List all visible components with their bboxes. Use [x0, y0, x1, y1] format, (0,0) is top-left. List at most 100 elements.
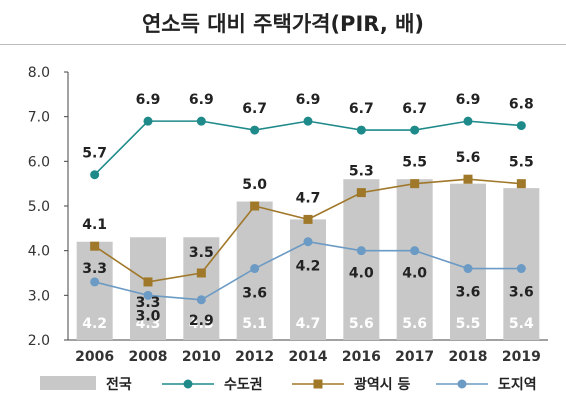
bar: [450, 183, 486, 340]
line-marker: [143, 290, 153, 300]
y-tick-label: 7.0: [28, 110, 50, 126]
bar-data-label: 5.1: [242, 316, 267, 332]
line-marker: [250, 125, 260, 135]
line-marker: [90, 277, 100, 287]
line-data-label: 3.0: [136, 308, 161, 324]
x-tick-label: 2018: [449, 349, 488, 365]
line-data-label: 3.3: [82, 261, 107, 277]
x-tick-label: 2014: [289, 349, 328, 365]
line-marker: [250, 201, 260, 211]
line-marker: [143, 277, 153, 287]
bar-data-label: 5.5: [456, 316, 481, 332]
line-marker: [196, 268, 206, 278]
line-data-label: 3.5: [189, 245, 214, 261]
line-marker: [356, 125, 366, 135]
legend-label: 수도권: [224, 377, 263, 393]
line-marker: [303, 214, 313, 224]
y-tick-label: 5.0: [28, 199, 50, 215]
x-tick-label: 2006: [75, 349, 114, 365]
y-tick-label: 2.0: [28, 333, 50, 349]
legend-label: 전국: [106, 376, 132, 393]
x-tick-label: 2016: [342, 349, 381, 365]
data-labels-layer: 4.2 4.3 4.3 5.1 4.7 5.6 5.6 5.5 5.4 5.7 6.9 6.9 6.7 6…: [82, 92, 534, 332]
line-data-label: 6.7: [242, 101, 267, 117]
y-tick-label: 3.0: [28, 288, 50, 304]
line-marker: [410, 246, 420, 256]
line-data-label: 5.5: [402, 155, 427, 171]
bar-data-label: 4.3: [189, 316, 214, 332]
line-marker: [90, 241, 100, 251]
line-marker: [143, 116, 153, 126]
legend-label: 광역시 등: [354, 376, 411, 393]
line-data-label: 6.8: [509, 97, 534, 113]
line-data-label: 6.7: [402, 101, 427, 117]
y-tick-label: 6.0: [28, 154, 50, 170]
line-marker: [410, 179, 420, 189]
y-tick-label: 8.0: [28, 65, 50, 81]
line-data-label: 5.7: [82, 146, 107, 162]
bar-data-label: 4.3: [136, 316, 161, 332]
x-tick-label: 2010: [182, 349, 221, 365]
bar: [76, 241, 113, 340]
line-data-label: 2.9: [189, 313, 214, 329]
lines-layer: [90, 116, 526, 305]
line-marker: [250, 264, 260, 274]
bar-data-label: 5.4: [509, 316, 534, 332]
line-marker: [90, 170, 100, 180]
y-tick-label: 4.0: [28, 244, 50, 260]
line-marker: [196, 116, 206, 126]
legend: 전국 수도권 광역시 등 도지역: [40, 376, 537, 393]
line-data-label: 3.6: [509, 285, 534, 301]
bar: [343, 179, 380, 340]
line-data-label: 5.6: [456, 150, 481, 166]
x-tick-label: 2019: [502, 349, 541, 365]
line-data-label: 6.9: [136, 92, 161, 108]
line-marker: [463, 174, 473, 184]
chart-title-bar: 연소득 대비 주택가격(PIR, 배): [0, 0, 566, 45]
line-data-label: 6.9: [296, 92, 321, 108]
bar-data-label: 5.6: [402, 316, 427, 332]
line-marker: [463, 264, 473, 274]
line-data-label: 4.7: [296, 190, 321, 206]
bar-data-label: 4.2: [82, 316, 107, 332]
line-data-label: 3.3: [136, 295, 161, 311]
x-tick-label: 2017: [395, 349, 434, 365]
legend-marker: [457, 379, 467, 389]
line-data-label: 3.6: [242, 286, 267, 302]
x-tick-label: 2012: [235, 349, 274, 365]
line-data-label: 6.7: [349, 101, 374, 117]
line-data-label: 6.9: [189, 92, 214, 108]
bar-data-label: 4.7: [296, 316, 321, 332]
bar: [396, 179, 433, 340]
series-line: [94, 120, 522, 176]
x-tick-label: 2008: [129, 349, 168, 365]
line-data-label: 5.3: [349, 164, 374, 180]
line-marker: [196, 295, 206, 305]
line-marker: [516, 121, 526, 131]
line-data-label: 4.0: [349, 266, 374, 282]
line-data-label: 5.5: [509, 155, 534, 171]
line-marker: [303, 237, 313, 247]
line-marker: [463, 116, 473, 126]
legend-label: 도지역: [498, 376, 537, 393]
bar-data-label: 5.6: [349, 316, 374, 332]
line-data-label: 4.1: [82, 217, 107, 233]
line-marker: [410, 125, 420, 135]
legend-swatch: [40, 376, 96, 390]
line-data-label: 4.0: [402, 266, 427, 282]
line-marker: [303, 116, 313, 126]
line-marker: [516, 264, 526, 274]
line-data-label: 3.6: [456, 285, 481, 301]
chart-title: 연소득 대비 주택가격(PIR, 배): [141, 12, 425, 36]
line-data-label: 5.0: [242, 177, 267, 193]
line-marker: [356, 246, 366, 256]
legend-marker: [313, 379, 323, 389]
line-marker: [356, 188, 366, 198]
line-data-label: 6.9: [456, 92, 481, 108]
bar: [183, 237, 220, 340]
bars-layer: [76, 179, 540, 340]
line-marker: [516, 179, 526, 189]
legend-marker: [183, 379, 193, 389]
bar: [130, 237, 166, 340]
